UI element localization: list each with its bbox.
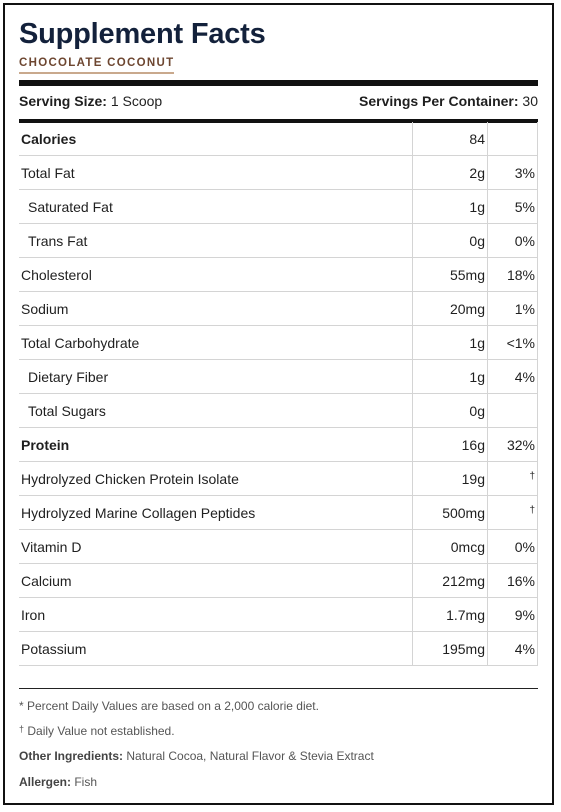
nutrient-row: Hydrolyzed Chicken Protein Isolate 19g † [19,461,538,496]
nutrient-row: Iron 1.7mg 9% [19,597,538,632]
other-ingredients: Other Ingredients: Natural Cocoa, Natura… [19,749,374,763]
ingredients-value: Natural Cocoa, Natural Flavor & Stevia E… [123,749,374,763]
nutrient-daily-value: 18% [487,257,538,292]
nutrient-amount: 2g [412,155,488,190]
nutrient-row: Cholesterol 55mg 18% [19,257,538,292]
nutrient-row: Dietary Fiber 1g 4% [19,359,538,394]
nutrient-row: Vitamin D 0mcg 0% [19,529,538,564]
nutrient-name: Calcium [19,563,413,598]
nutrient-name: Trans Fat [19,223,413,258]
nutrient-name: Saturated Fat [19,189,413,224]
nutrient-name: Total Sugars [19,393,413,428]
nutrient-daily-value: 1% [487,291,538,326]
panel-title: Supplement Facts [19,18,266,50]
nutrient-daily-value: 9% [487,597,538,632]
nutrient-amount: 55mg [412,257,488,292]
allergen-label: Allergen: [19,775,72,789]
servings-per-container-value: 30 [522,93,538,109]
nutrient-amount: 0g [412,223,488,258]
nutrient-daily-value: 5% [487,189,538,224]
nutrient-amount: 1.7mg [412,597,488,632]
nutrient-amount: 20mg [412,291,488,326]
serving-size: Serving Size: 1 Scoop [19,93,162,109]
nutrient-amount: 0mcg [412,529,488,564]
nutrient-row: Sodium 20mg 1% [19,291,538,326]
nutrient-row: Total Fat 2g 3% [19,155,538,190]
nutrient-name: Cholesterol [19,257,413,292]
nutrient-row: Hydrolyzed Marine Collagen Peptides 500mg… [19,495,538,530]
header-thick-rule [19,119,538,123]
nutrient-row: Protein 16g 32% [19,427,538,462]
nutrient-row: Trans Fat 0g 0% [19,223,538,258]
nutrient-daily-value: 4% [487,359,538,394]
dagger-footnote: † Daily Value not established. [19,724,175,738]
nutrient-daily-value: 0% [487,529,538,564]
nutrient-name: Protein [19,427,413,462]
nutrient-amount: 195mg [412,631,488,666]
nutrient-daily-value: 3% [487,155,538,190]
allergen-value: Fish [71,775,98,789]
nutrient-daily-value: † [487,461,538,496]
nutrient-name: Total Fat [19,155,413,190]
nutrient-row: Calories 84 [19,122,538,156]
nutrient-amount: 16g [412,427,488,462]
dagger-mark: † [19,724,25,734]
nutrient-amount: 1g [412,189,488,224]
nutrient-daily-value: 0% [487,223,538,258]
nutrient-daily-value: 4% [487,631,538,666]
nutrient-row: Calcium 212mg 16% [19,563,538,598]
nutrient-name: Hydrolyzed Chicken Protein Isolate [19,461,413,496]
nutrient-name: Dietary Fiber [19,359,413,394]
nutrient-amount: 500mg [412,495,488,530]
nutrient-name: Total Carbohydrate [19,325,413,360]
nutrient-amount: 1g [412,325,488,360]
nutrient-amount: 19g [412,461,488,496]
nutrient-daily-value [487,122,538,156]
nutrient-name: Sodium [19,291,413,326]
nutrient-amount: 1g [412,359,488,394]
servings-per-container: Servings Per Container: 30 [359,93,538,109]
percent-dv-footnote: * Percent Daily Values are based on a 2,… [19,699,319,713]
nutrient-row: Total Carbohydrate 1g <1% [19,325,538,360]
flavor-label: CHOCOLATE COCONUT [19,57,175,74]
nutrient-table: Calories 84 Total Fat 2g 3% Saturated Fat 1g 5%… [19,122,538,666]
nutrient-name: Calories [19,122,413,156]
nutrient-row: Potassium 195mg 4% [19,631,538,666]
nutrient-name: Iron [19,597,413,632]
nutrient-amount: 84 [412,122,488,156]
footnote-divider [19,688,538,689]
nutrient-amount: 0g [412,393,488,428]
allergen-statement: Allergen: Fish [19,775,97,789]
nutrient-row: Saturated Fat 1g 5% [19,189,538,224]
nutrient-name: Vitamin D [19,529,413,564]
serving-size-label: Serving Size: [19,93,107,109]
top-thick-rule [19,80,538,86]
serving-info: Serving Size: 1 Scoop Servings Per Conta… [19,93,538,109]
dagger-text: Daily Value not established. [24,724,175,738]
ingredients-label: Other Ingredients: [19,749,124,763]
nutrient-name: Hydrolyzed Marine Collagen Peptides [19,495,413,530]
servings-per-container-label: Servings Per Container: [359,93,519,109]
nutrient-daily-value: 16% [487,563,538,598]
nutrient-daily-value [487,393,538,428]
nutrient-daily-value: 32% [487,427,538,462]
serving-size-value: 1 Scoop [110,93,163,109]
nutrient-amount: 212mg [412,563,488,598]
nutrient-daily-value: † [487,495,538,530]
nutrient-row: Total Sugars 0g [19,393,538,428]
nutrient-name: Potassium [19,631,413,666]
nutrient-daily-value: <1% [487,325,538,360]
